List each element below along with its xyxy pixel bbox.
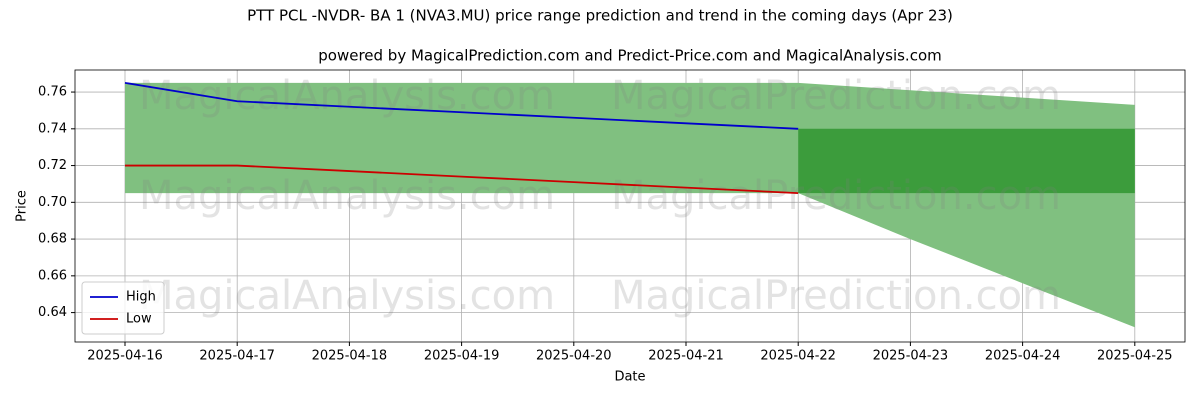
plot-frame <box>74 69 1186 343</box>
legend-label: Low <box>126 312 152 327</box>
y-tick-label: 0.64 <box>38 305 67 320</box>
x-axis-label: Date <box>614 370 645 385</box>
chart-subtitle: powered by MagicalPrediction.com and Pre… <box>318 47 942 65</box>
legend-label: High <box>126 290 156 305</box>
x-tick-label: 2025-04-19 <box>424 349 500 364</box>
y-axis-label: Price <box>15 190 30 222</box>
chart-title: PTT PCL -NVDR- BA 1 (NVA3.MU) price rang… <box>247 7 953 25</box>
x-tick-label: 2025-04-23 <box>873 349 949 364</box>
series-line <box>124 81 799 130</box>
range-band <box>798 128 1135 194</box>
watermark: MagicalAnalysis.com <box>139 273 555 319</box>
y-tick-label: 0.66 <box>38 268 67 283</box>
x-tick-label: 2025-04-20 <box>536 349 612 364</box>
legend-box <box>81 281 165 335</box>
watermark: MagicalPrediction.com <box>611 173 1061 219</box>
x-tick-label: 2025-04-25 <box>1097 349 1173 364</box>
x-tick-label: 2025-04-24 <box>985 349 1061 364</box>
y-tick-label: 0.74 <box>38 121 67 136</box>
x-tick-label: 2025-04-18 <box>312 349 388 364</box>
watermark: MagicalPrediction.com <box>611 273 1061 319</box>
series-line <box>125 164 799 195</box>
x-tick-label: 2025-04-17 <box>199 349 275 364</box>
x-tick-label: 2025-04-16 <box>87 349 163 364</box>
watermark: MagicalPrediction.com <box>611 73 1061 119</box>
y-tick-label: 0.70 <box>38 195 67 210</box>
y-tick-label: 0.76 <box>38 85 67 100</box>
x-tick-label: 2025-04-22 <box>760 349 836 364</box>
legend: High Low <box>81 281 165 335</box>
y-tick-label: 0.68 <box>38 232 67 247</box>
watermark: MagicalAnalysis.com <box>139 173 555 219</box>
x-tick-label: 2025-04-21 <box>648 349 724 364</box>
y-tick-label: 0.72 <box>38 158 67 173</box>
